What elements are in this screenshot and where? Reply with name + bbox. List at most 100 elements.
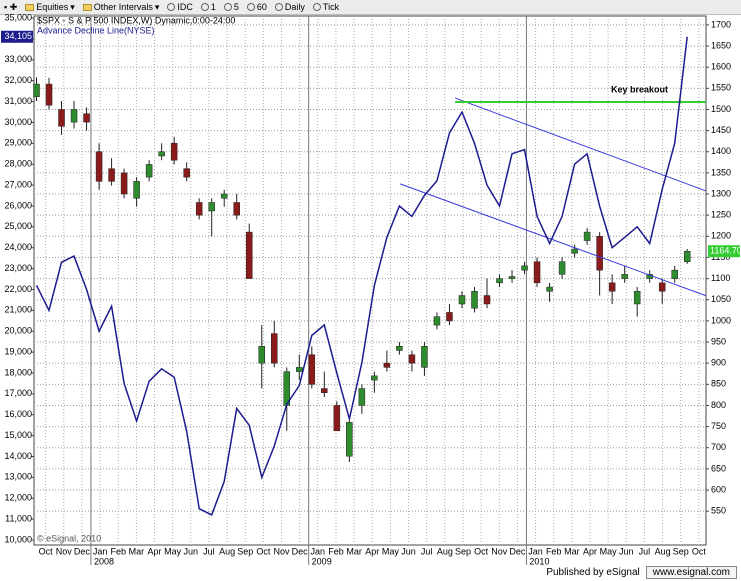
x-tick-label: Apr [583, 546, 597, 556]
x-tick-label: Oct [692, 546, 707, 556]
y2-tick-label: 900 [711, 358, 726, 368]
interval-button[interactable]: IDC [167, 2, 193, 12]
candle-body [271, 333, 278, 364]
x-tick-label: Aug [219, 546, 235, 556]
x-tick-label: Aug [655, 546, 671, 556]
candle-body [45, 83, 53, 106]
button-label: 60 [256, 2, 267, 12]
candle-body [446, 312, 453, 322]
y-tick-label: 28,000 [4, 159, 32, 169]
y-tick-label: 17,000 [4, 388, 32, 398]
candle-body [546, 286, 553, 292]
y-tick-label: 23,000 [4, 263, 32, 273]
url[interactable]: www.esignal.com [645, 566, 737, 579]
candle-body [433, 316, 441, 326]
candle-body [346, 422, 353, 457]
x-tick-label: Aug [437, 546, 453, 556]
y-tick-label: 20,000 [4, 326, 32, 336]
candle-body [70, 109, 78, 123]
interval-button[interactable]: Daily [274, 2, 305, 12]
y-tick-label: 12,000 [4, 493, 32, 503]
candle-body [521, 265, 528, 271]
button-label: 5 [233, 2, 239, 12]
candle-body [508, 276, 516, 279]
intervals-menu[interactable]: Other Intervals ▾ [82, 2, 159, 13]
last-value-box [1, 30, 33, 43]
candle-body [145, 164, 153, 178]
y2-tick-label: 1550 [711, 83, 731, 93]
x-tick-label: Dec [292, 546, 309, 556]
x-tick-label: Jun [619, 546, 634, 556]
last-value-label: 34,105 [4, 31, 32, 41]
y2-tick-label: 1200 [711, 231, 731, 241]
x-tick-label: Oct [256, 546, 271, 556]
x-tick-label: Jan [528, 546, 543, 556]
x-tick-label: Dec [74, 546, 91, 556]
y2-tick-label: 800 [711, 400, 726, 410]
candle-body [596, 236, 603, 271]
y2-tick-label: 1050 [711, 294, 731, 304]
y2-tick-label: 1500 [711, 104, 731, 114]
candle-body [33, 83, 40, 98]
equities-menu[interactable]: Equities ▾ [25, 2, 75, 13]
candle-body [608, 282, 616, 292]
x-tick-label: Apr [148, 546, 162, 556]
candle-body [233, 202, 240, 216]
candle-body [496, 278, 503, 284]
trend-line [454, 97, 707, 192]
candle-body [408, 354, 416, 364]
y-tick-label: 31,000 [4, 96, 32, 106]
button-label: IDC [177, 2, 193, 12]
y2-tick-label: 950 [711, 336, 726, 346]
x-tick-label: May [382, 546, 400, 556]
candle-body [683, 250, 691, 262]
y2-tick-label: 1650 [711, 40, 731, 50]
button-label: Daily [284, 2, 305, 12]
y-tick-label: 29,000 [4, 138, 32, 148]
candle-body [258, 346, 266, 364]
candle-body [220, 193, 228, 199]
ad-line [35, 36, 688, 516]
interval-button[interactable]: 1 [200, 2, 216, 12]
x-tick-label: Oct [39, 546, 54, 556]
x-tick-label: Dec [509, 546, 526, 556]
x-tick-label: Jun [401, 546, 416, 556]
candle-body [83, 113, 90, 123]
candle-body [483, 295, 491, 305]
x-tick-label: Mar [129, 546, 145, 556]
y2-tick-label: 1400 [711, 146, 731, 156]
x-tick-label: Sep [673, 546, 689, 556]
last-price-box [708, 245, 740, 258]
y-tick-label: 35,000 [4, 12, 32, 22]
y2-tick-label: 750 [711, 421, 726, 431]
y-tick-label: 30,000 [4, 117, 32, 127]
x-tick-label: Mar [346, 546, 362, 556]
y2-tick-label: 600 [711, 484, 726, 494]
x-tick-label: Nov [491, 546, 508, 556]
menu-label: Other Intervals [93, 2, 153, 12]
candle-body [183, 168, 190, 178]
chart: 1700 1650 1600 1550 1500 1450 1400 1350 1300 1250… [1, 12, 741, 566]
candle-body [296, 367, 303, 372]
candle-body [533, 261, 541, 284]
interval-button[interactable]: 5 [223, 2, 239, 12]
candle-body [396, 346, 403, 351]
menu-label: Equities [36, 2, 69, 12]
y-tick-label: 11,000 [5, 513, 32, 523]
plus[interactable]: ▪ ✚ [4, 1, 18, 12]
x-tick-label: Sep [455, 546, 471, 556]
x-tick-label: Jan [93, 546, 108, 556]
y-tick-label: 33,000 [4, 54, 32, 64]
x-tick-label: Mar [564, 546, 580, 556]
year-label: 2009 [312, 556, 332, 566]
copyright: © eSignal, 2010 [37, 533, 101, 543]
y-tick-label: 18,000 [4, 367, 32, 377]
interval-button[interactable]: 60 [246, 2, 267, 12]
y2-tick-label: 1450 [711, 125, 731, 135]
x-tick-label: Nov [56, 546, 73, 556]
candle-body [671, 269, 678, 279]
interval-button[interactable]: Tick [312, 2, 339, 12]
y2-tick-label: 850 [711, 379, 726, 389]
y2-tick-label: 650 [711, 463, 726, 473]
